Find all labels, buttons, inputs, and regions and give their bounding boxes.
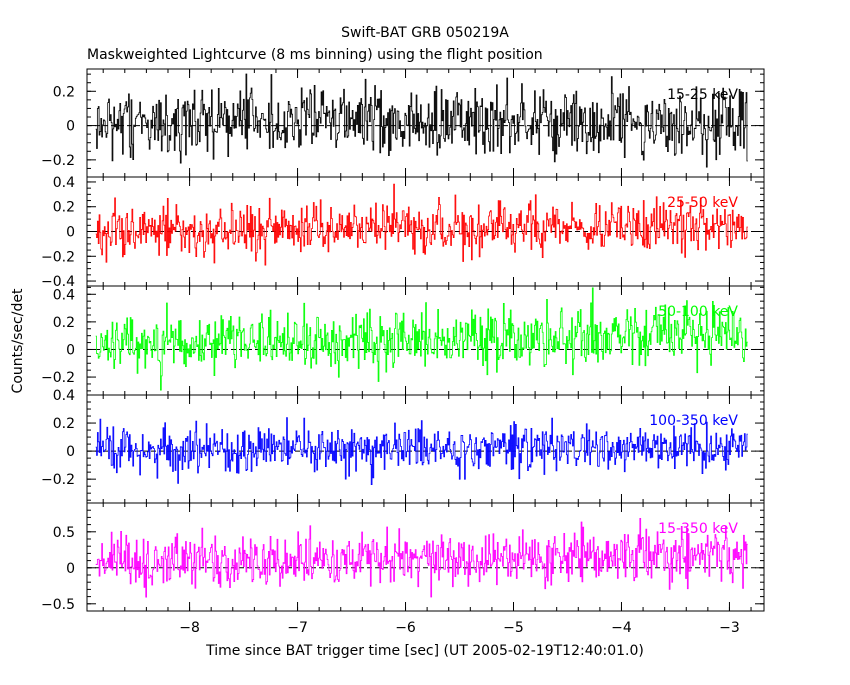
y-tick-label: −0.2 (41, 370, 75, 386)
y-tick-label: 0 (66, 119, 75, 135)
lightcurve-series (95, 287, 748, 391)
panel-5: −0.5 0 0.5 15-350 keV (41, 502, 765, 613)
x-tick-label: −5 (503, 620, 524, 636)
y-tick-label: 0 (66, 342, 75, 358)
panel-3: −0.2 0 0.2 0.4 50-100 keV (41, 285, 765, 396)
lightcurve-series (95, 417, 748, 486)
panels-group: −0.2 0 0.2 15-25 keV −0.4 −0.2 0 0.2 0.4 25-50 ke… (41, 68, 765, 636)
band-label: 15-350 keV (658, 521, 738, 537)
y-tick-label: −0.2 (41, 249, 75, 265)
y-tick-label: 0.4 (53, 388, 75, 404)
x-tick-label: −7 (287, 620, 308, 636)
x-tick-label: −8 (179, 620, 200, 636)
y-tick-label: −0.4 (41, 274, 75, 290)
band-label: 100-350 keV (649, 413, 738, 429)
y-tick-label: 0.2 (53, 200, 75, 216)
y-tick-label: 0.2 (53, 416, 75, 432)
y-tick-label: 0.2 (53, 315, 75, 331)
y-tick-label: 0.2 (53, 84, 75, 100)
lightcurve-series (95, 73, 748, 168)
x-tick-label: −6 (395, 620, 416, 636)
y-tick-label: 0 (66, 225, 75, 241)
panel-frame (86, 502, 765, 612)
y-tick-label: 0 (66, 561, 75, 577)
x-tick-label: −4 (611, 620, 632, 636)
band-label: 25-50 keV (667, 195, 738, 211)
y-tick-label: 0.4 (53, 175, 75, 191)
y-axis-label: Counts/sec/det (10, 288, 26, 393)
y-tick-label: −0.5 (41, 597, 75, 613)
panel-4: −0.2 0 0.2 0.4 100-350 keV (41, 388, 765, 504)
y-tick-label: 0.5 (53, 525, 75, 541)
y-tick-label: 0.4 (53, 287, 75, 303)
y-tick-label: 0 (66, 444, 75, 460)
band-label: 50-100 keV (658, 304, 738, 320)
y-tick-label: −0.2 (41, 472, 75, 488)
lightcurve-series (95, 183, 748, 266)
x-axis-label: Time since BAT trigger time [sec] (UT 20… (205, 643, 644, 659)
lightcurve-series (95, 517, 748, 598)
band-label: 15-25 keV (667, 87, 738, 103)
x-tick-label: −3 (719, 620, 740, 636)
chart-title: Swift-BAT GRB 050219A (341, 25, 509, 41)
y-tick-label: −0.2 (41, 153, 75, 169)
panel-2: −0.4 −0.2 0 0.2 0.4 25-50 keV (41, 175, 765, 290)
chart-subtitle: Maskweighted Lightcurve (8 ms binning) u… (87, 47, 543, 63)
